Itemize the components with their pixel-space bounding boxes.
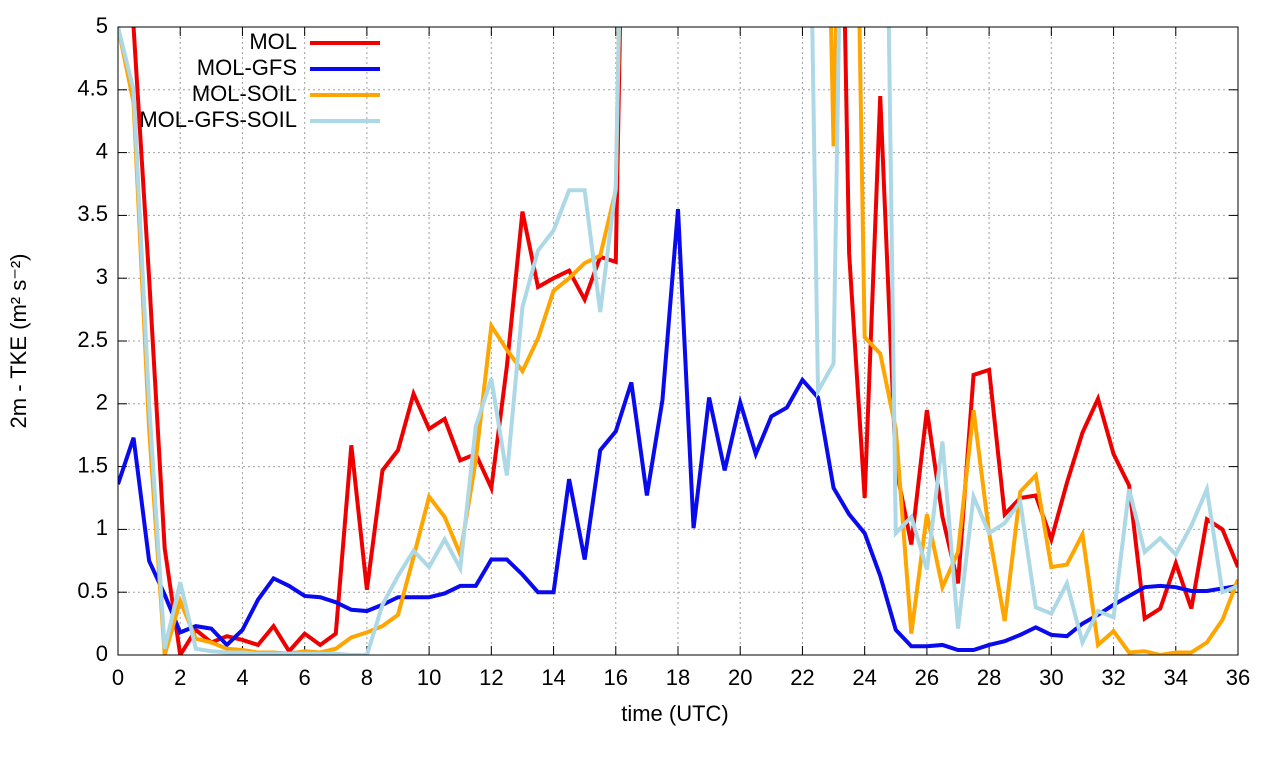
y-axis-label: 2m - TKE (m² s⁻²) <box>6 254 31 429</box>
y-tick-label: 4.5 <box>77 76 108 101</box>
x-tick-label: 36 <box>1226 665 1250 690</box>
x-tick-label: 22 <box>790 665 814 690</box>
legend-label: MOL-SOIL <box>192 81 297 106</box>
plot-lines <box>118 27 1238 655</box>
x-tick-label: 34 <box>1164 665 1188 690</box>
x-tick-label: 16 <box>604 665 628 690</box>
y-tick-label: 0.5 <box>77 578 108 603</box>
y-tick-label: 0 <box>96 641 108 666</box>
x-tick-label: 20 <box>728 665 752 690</box>
x-tick-label: 0 <box>112 665 124 690</box>
y-tick-label: 2.5 <box>77 327 108 352</box>
x-axis-label: time (UTC) <box>621 701 729 726</box>
y-tick-label: 2 <box>96 390 108 415</box>
data-line <box>118 27 1238 655</box>
x-tick-label: 18 <box>666 665 690 690</box>
data-line <box>118 27 1238 655</box>
y-tick-label: 5 <box>96 13 108 38</box>
x-tick-label: 10 <box>417 665 441 690</box>
x-tick-label: 4 <box>236 665 248 690</box>
y-tick-label: 1.5 <box>77 452 108 477</box>
data-line <box>118 208 1238 652</box>
x-tick-label: 14 <box>541 665 565 690</box>
y-tick-label: 3 <box>96 264 108 289</box>
legend-label: MOL-GFS <box>197 55 297 80</box>
y-tick-label: 4 <box>96 138 108 163</box>
x-tick-label: 8 <box>361 665 373 690</box>
x-tick-label: 24 <box>852 665 876 690</box>
data-line <box>131 27 1238 655</box>
y-tick-label: 1 <box>96 515 108 540</box>
x-tick-label: 26 <box>915 665 939 690</box>
plot-border <box>117 26 1239 656</box>
legend-label: MOL-GFS-SOIL <box>139 107 297 132</box>
x-tick-label: 30 <box>1039 665 1063 690</box>
x-tick-label: 2 <box>174 665 186 690</box>
x-tick-label: 6 <box>299 665 311 690</box>
x-tick-label: 32 <box>1101 665 1125 690</box>
legend-label: MOL <box>249 29 297 54</box>
y-tick-label: 3.5 <box>77 201 108 226</box>
x-tick-label: 28 <box>977 665 1001 690</box>
x-tick-label: 12 <box>479 665 503 690</box>
